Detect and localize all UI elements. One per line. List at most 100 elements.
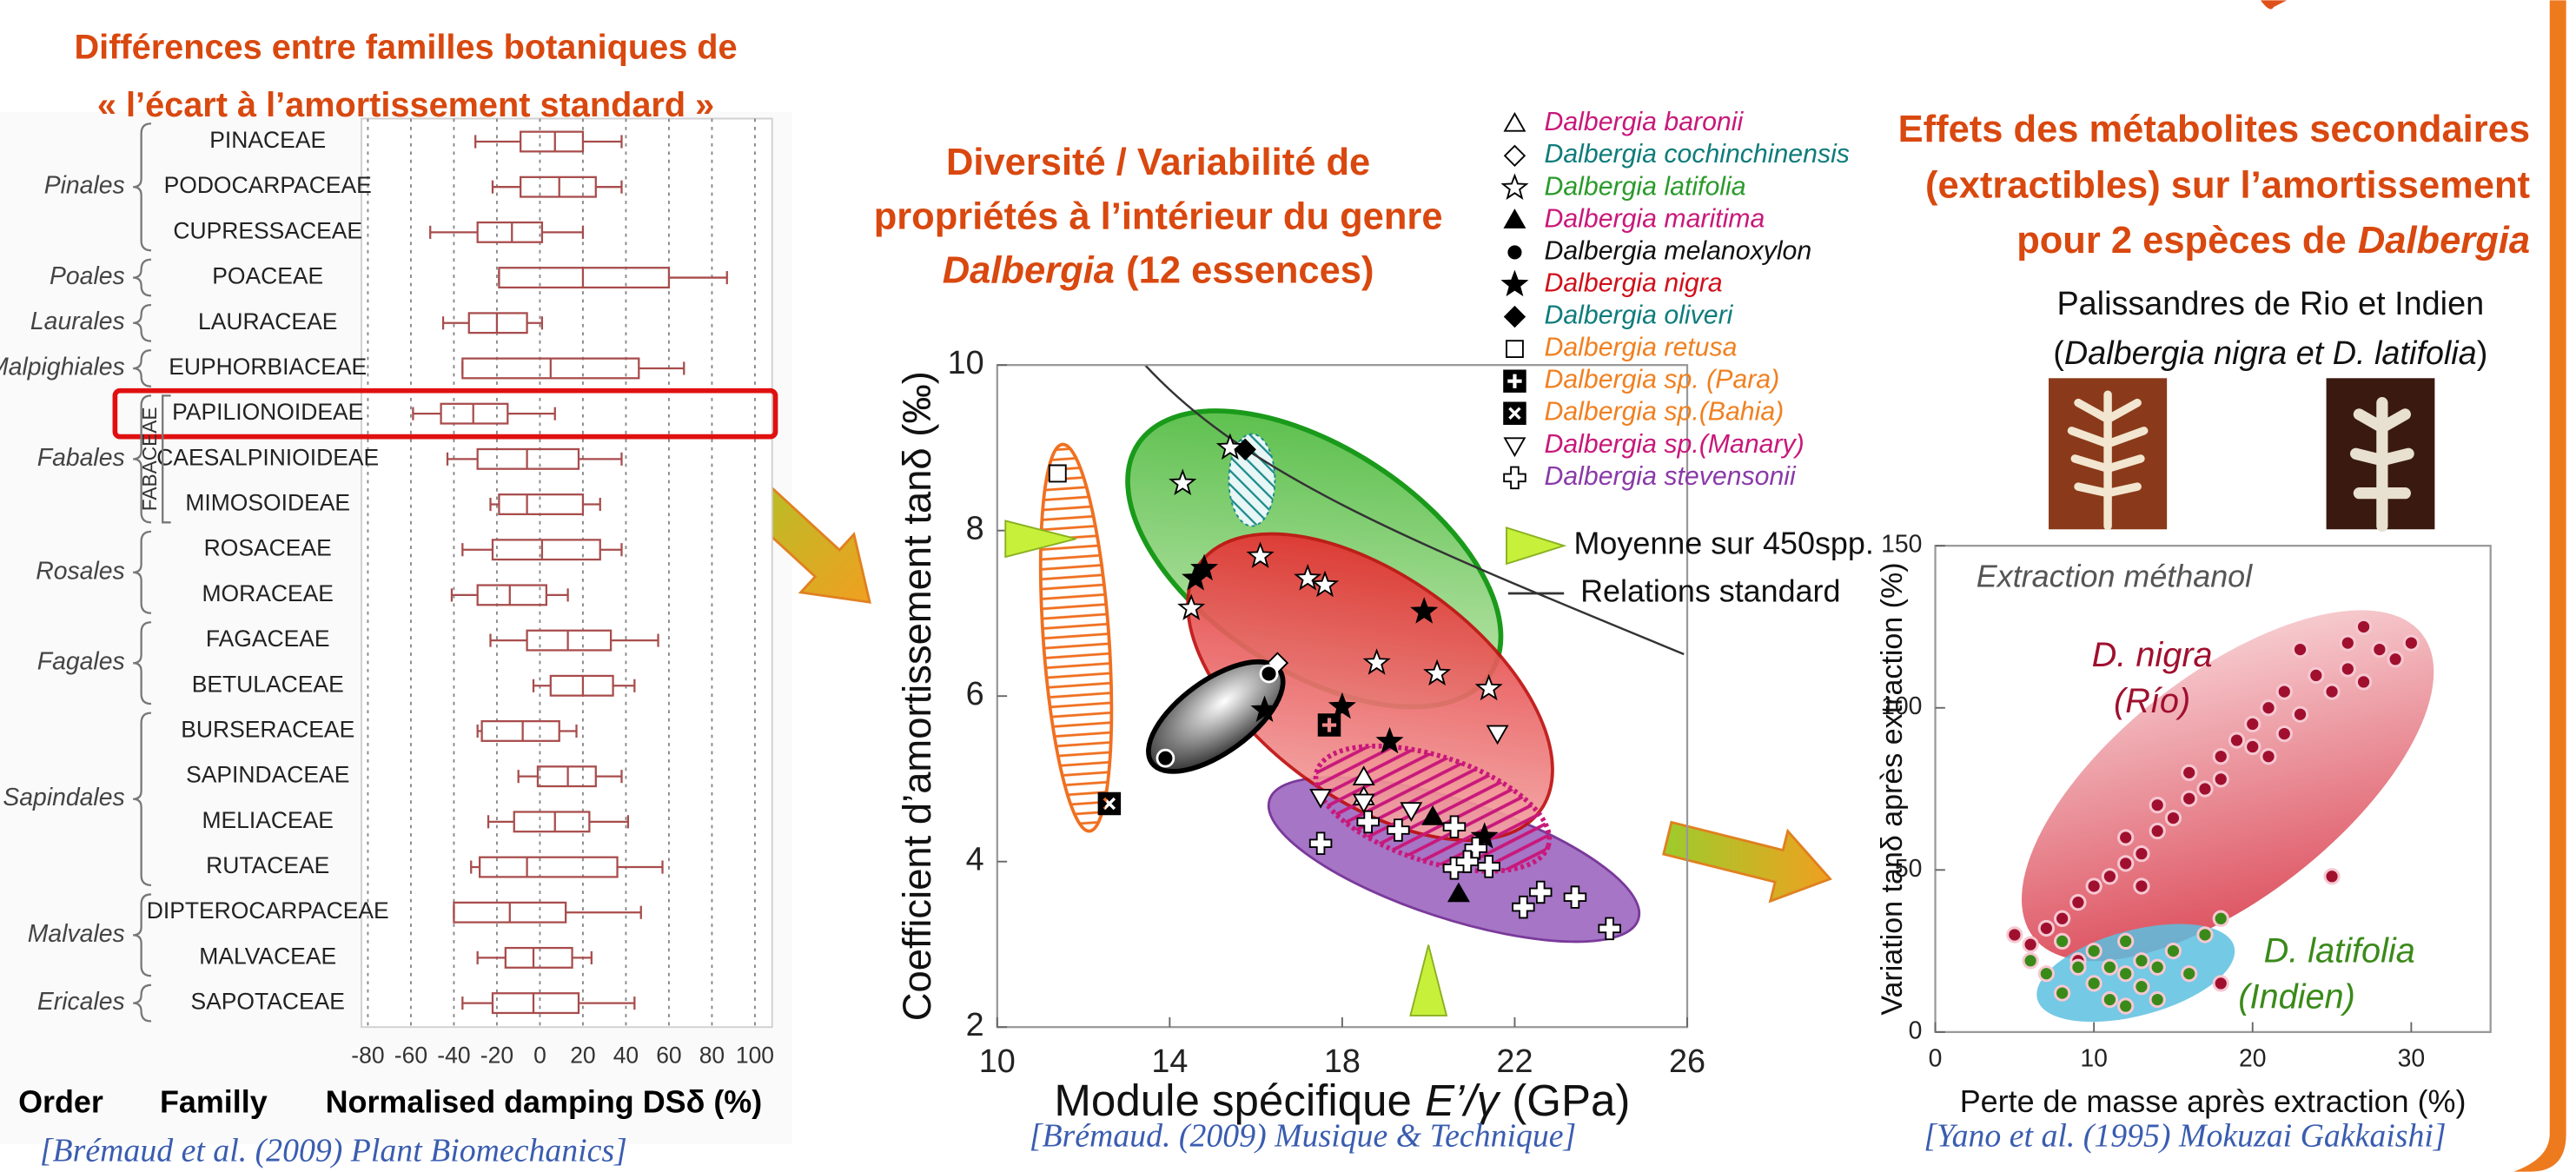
order-label: Rosales (36, 557, 124, 585)
legend-marker (1505, 146, 1525, 166)
source: [Brémaud et al. (2009) Plant Biomechanic… (40, 1132, 627, 1169)
legend-label: Dalbergia maritima (1544, 204, 1765, 233)
order-label: Fagales (37, 648, 125, 676)
x-tick-label: -60 (394, 1042, 427, 1068)
legend-mean-marker (1507, 527, 1564, 564)
series-origin: (Río) (2114, 682, 2190, 720)
legend-marker (1505, 210, 1525, 228)
order-label: Sapindales (3, 784, 124, 811)
x-tick-label: 26 (1669, 1043, 1705, 1080)
marker (2277, 685, 2291, 699)
chart-title: Dalbergia(12 essences) (943, 250, 1374, 292)
chart-title: « l’écart à l’amortissement standard » (97, 86, 714, 124)
series-origin: (Indien) (2238, 978, 2355, 1016)
legend-label: Dalbergia sp.(Manary) (1544, 430, 1804, 459)
legend-label: Dalbergia nigra (1544, 268, 1722, 297)
family-label: CAESALPINIOIDEAE (156, 444, 379, 470)
family-label: MELIACEAE (202, 807, 334, 833)
family-label: RUTACEAE (206, 852, 329, 878)
y-tick-label: 2 (966, 1007, 984, 1043)
y-axis-label: Coefficient d’amortissement tanδ (‰) (895, 371, 939, 1021)
arrow (1664, 822, 1831, 901)
annotation: Extraction méthanol (1977, 558, 2253, 593)
marker (2055, 934, 2069, 948)
x-tick-label: 14 (1151, 1043, 1188, 1080)
x-tick-label: 22 (1496, 1043, 1533, 1080)
marker (2277, 726, 2291, 740)
marker (2023, 954, 2037, 968)
legend-marker (1505, 114, 1525, 131)
order-label: Malpighiales (0, 353, 125, 381)
legend-label: Dalbergia melanoxylon (1544, 236, 1811, 265)
order-label: Fabales (37, 444, 125, 472)
legend-marker (1503, 272, 1526, 295)
species-note-part: ( (2053, 335, 2064, 372)
x-axis-label-text: Perte de masse après extraction (%) (1960, 1084, 2467, 1120)
x-tick-label: 0 (1929, 1045, 1943, 1073)
legend-marker (1504, 467, 1526, 489)
marker (2356, 619, 2370, 633)
family-label: PAPILIONOIDEAE (172, 399, 363, 425)
marker (2166, 811, 2180, 824)
order-label: Laurales (30, 308, 125, 335)
family-label: DIPTEROCARPACEAE (147, 897, 389, 924)
legend-marker (1507, 341, 1523, 357)
order-label: Ericales (37, 988, 125, 1016)
marker (2373, 642, 2387, 656)
marker (2293, 707, 2307, 721)
legend-label: Dalbergia retusa (1544, 334, 1737, 362)
marker (2214, 911, 2228, 925)
marker (2135, 980, 2149, 994)
x-axis-label: Normalised damping DSδ (%) (326, 1084, 763, 1120)
chart-title: Différences entre familles botaniques de (75, 29, 738, 67)
marker (1157, 750, 1174, 766)
family-label: EUPHORBIACEAE (169, 354, 367, 380)
x-tick-label: 20 (2239, 1045, 2267, 1073)
y-tick-label: 4 (966, 842, 984, 878)
marker (2246, 739, 2260, 753)
marker (2087, 977, 2101, 990)
chart-title-text: pour 2 espèces de (2016, 221, 2346, 262)
marker (2023, 937, 2037, 951)
marker (2087, 944, 2101, 957)
y-tick-label: 8 (966, 511, 984, 547)
marker (2135, 954, 2149, 968)
marker (2055, 911, 2069, 925)
marker (2182, 791, 2196, 805)
marker (2150, 992, 2164, 1006)
x-tick-label: 30 (2398, 1045, 2426, 1073)
marker (2229, 733, 2243, 747)
marker (2008, 928, 2022, 942)
marker (2325, 685, 2339, 699)
marker (2388, 652, 2402, 666)
marker (2119, 857, 2133, 871)
series-label: D. latifolia (2264, 932, 2415, 970)
legend-label: Dalbergia sp. (Para) (1544, 366, 1779, 394)
species-note: (Dalbergia nigra et D. latifolia) (2053, 335, 2487, 372)
page: {"chart_data": [ {"type": "box", "title"… (0, 0, 2576, 1172)
x-tick-label: 60 (656, 1042, 681, 1068)
marker (2103, 870, 2116, 884)
chart-title-tail: (12 essences) (1126, 250, 1374, 292)
family-label: POACEAE (212, 263, 323, 289)
marker (2166, 944, 2180, 957)
family-label: ROSACEAE (204, 535, 332, 561)
family-label: BURSERACEAE (181, 716, 354, 742)
marker (1261, 665, 1277, 682)
legend-label: Dalbergia cochinchinensis (1544, 140, 1849, 169)
marker (2150, 960, 2164, 974)
marker (2150, 798, 2164, 812)
photo-latifolia (2327, 378, 2435, 529)
family-label: MORACEAE (202, 580, 334, 606)
chart-title: propriétés à l’intérieur du genre (874, 195, 1443, 237)
footer-family: Familly (160, 1084, 268, 1120)
marker (2119, 967, 2133, 981)
family-label: SAPOTACEAE (190, 989, 345, 1015)
marker (2150, 824, 2164, 838)
marker (2039, 921, 2053, 935)
footer-order: Order (18, 1084, 103, 1120)
photo-nigra (2049, 378, 2167, 529)
x-axis-label: Perte de masse après extraction (%) (1960, 1084, 2467, 1120)
series-label: D. nigra (2092, 636, 2213, 674)
plot-area (361, 119, 772, 1028)
